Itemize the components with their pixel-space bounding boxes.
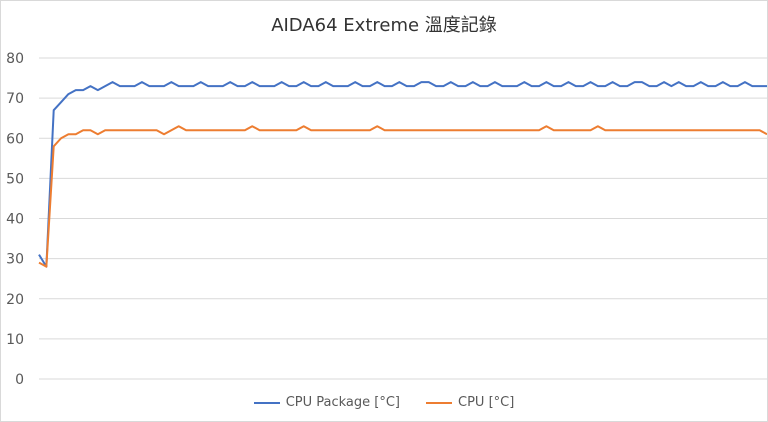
y-tick-label-60: 60 [6,131,24,147]
y-tick-label-10: 10 [6,332,24,348]
legend-label-cpu: CPU [°C] [458,395,515,410]
y-tick-label-30: 30 [6,252,24,268]
y-tick-label-20: 20 [6,292,24,308]
legend: CPU Package [°C] CPU [°C] [1,395,767,410]
series-line-cpu-package [38,81,767,268]
y-tick-label-40: 40 [6,212,24,228]
series-line-cpu [38,125,767,268]
legend-item-cpu-package: CPU Package [°C] [253,395,400,410]
legend-label-cpu-package: CPU Package [°C] [285,395,400,410]
legend-swatch-cpu [426,401,452,404]
y-tick-label-50: 50 [6,171,24,187]
y-tick-label-70: 70 [6,91,24,107]
legend-item-cpu: CPU [°C] [426,395,514,410]
chart-title: AIDA64 Extreme 溫度記錄 [271,15,497,36]
legend-swatch-cpu-package [253,401,280,404]
y-tick-label-0: 0 [15,372,24,388]
y-tick-label-80: 80 [6,51,24,67]
